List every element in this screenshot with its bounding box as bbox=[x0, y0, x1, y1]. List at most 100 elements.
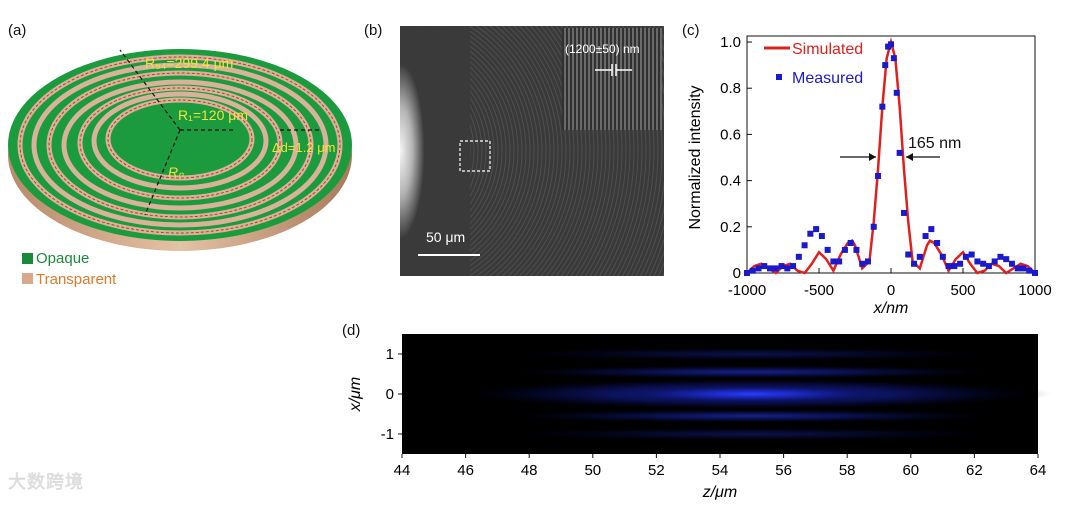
measured-point bbox=[836, 258, 843, 265]
x-tick-label: 46 bbox=[457, 462, 474, 479]
x-axis-label: x/nm bbox=[873, 300, 909, 317]
measured-point bbox=[928, 226, 935, 233]
y-tick-label: 0.6 bbox=[720, 126, 741, 143]
measured-point bbox=[853, 246, 860, 253]
measured-point bbox=[974, 258, 981, 265]
x-tick-label: 60 bbox=[902, 462, 919, 479]
x-tick-label: 1000 bbox=[1018, 282, 1051, 299]
x-tick-label: 48 bbox=[521, 462, 538, 479]
measured-point bbox=[767, 265, 774, 272]
measured-point bbox=[841, 246, 848, 253]
y-tick-label: 0 bbox=[386, 386, 394, 403]
x-tick-label: -500 bbox=[804, 282, 834, 299]
measured-point bbox=[859, 260, 866, 267]
panel-c-intensity-plot: -1000 -500 0 500 1000 0 0.2 0.4 0.6 0.8 1.0 x/nm Nor… bbox=[680, 20, 1060, 320]
measured-point bbox=[864, 258, 871, 265]
measured-point bbox=[847, 239, 854, 246]
measured-point bbox=[1032, 270, 1038, 276]
measured-point bbox=[893, 89, 900, 96]
y-tick-label: 0.4 bbox=[720, 173, 741, 190]
side-lobe bbox=[491, 409, 1012, 423]
measured-point bbox=[755, 265, 762, 272]
focal-spot-core bbox=[611, 385, 892, 403]
y-tick-label: 0.8 bbox=[720, 80, 741, 97]
measured-point bbox=[772, 265, 779, 272]
measured-point bbox=[900, 209, 907, 216]
side-lobe bbox=[491, 365, 1012, 379]
legend-opaque-label: Opaque bbox=[36, 250, 89, 267]
y-tick-label: 1 bbox=[386, 346, 394, 363]
measured-point bbox=[1008, 260, 1015, 267]
measured-point bbox=[911, 260, 918, 267]
x-tick-label: 500 bbox=[950, 282, 975, 299]
measured-point bbox=[939, 253, 946, 260]
x-tick-label: 54 bbox=[712, 462, 729, 479]
sem-micrograph: (1200±50) nm 50 μm bbox=[33, 0, 747, 508]
panel-b-label: (b) bbox=[364, 22, 383, 39]
r1-annotation: R₁=120 μm bbox=[178, 107, 248, 123]
x-tick-label: 44 bbox=[394, 462, 411, 479]
panel-c-label: (c) bbox=[682, 22, 700, 39]
rn-annotation: Rₙ bbox=[168, 164, 184, 180]
measured-point bbox=[951, 263, 958, 270]
x-tick-label: 62 bbox=[966, 462, 983, 479]
measured-point bbox=[922, 233, 929, 240]
panel-b-sem-image: (1200±50) nm 50 μm bbox=[33, 0, 747, 508]
y-tick-label: 0 bbox=[733, 265, 741, 282]
measured-point bbox=[807, 230, 814, 237]
measured-point bbox=[795, 253, 802, 260]
measured-point bbox=[1020, 265, 1027, 272]
measured-point bbox=[830, 258, 837, 265]
measured-point bbox=[1014, 265, 1021, 272]
measured-point bbox=[749, 267, 756, 274]
y-tick-label: 1.0 bbox=[720, 34, 741, 51]
legend-opaque-swatch bbox=[22, 253, 33, 264]
measured-point bbox=[801, 242, 808, 249]
legend-transparent-swatch bbox=[22, 273, 33, 284]
measured-point bbox=[1026, 267, 1033, 274]
measured-point bbox=[784, 265, 791, 272]
panel-d-label: (d) bbox=[342, 322, 361, 339]
measured-point bbox=[980, 260, 987, 267]
y-tick-label: 0.2 bbox=[720, 219, 741, 236]
x-axis-label: z/μm bbox=[702, 484, 738, 501]
measured-point bbox=[761, 263, 768, 270]
measured-point bbox=[934, 239, 941, 246]
legend-measured-label: Measured bbox=[792, 70, 863, 87]
panel-a-zone-plate: (a) bbox=[0, 0, 370, 300]
side-lobe bbox=[491, 347, 1012, 361]
y-axis-label: x/μm bbox=[347, 377, 364, 413]
measured-point bbox=[968, 251, 975, 258]
x-tick-label: 58 bbox=[839, 462, 856, 479]
measured-point bbox=[824, 246, 831, 253]
inset-period-label: (1200±50) nm bbox=[565, 42, 640, 56]
focal-spot-heatmap: 44 46 48 50 52 54 56 58 60 62 64 -1 0 1 z/μm x/μm bbox=[347, 334, 1052, 501]
panel-d-focal-heatmap: 44 46 48 50 52 54 56 58 60 62 64 -1 0 1 z/μm x/μm bbox=[330, 320, 1070, 504]
y-tick-label: -1 bbox=[381, 426, 394, 443]
measured-point bbox=[778, 263, 785, 270]
measured-point bbox=[813, 226, 820, 233]
y-axis-label: Normalized intensity bbox=[687, 85, 704, 229]
measured-point bbox=[890, 55, 897, 62]
plot-c-frame bbox=[746, 35, 1036, 274]
measured-point bbox=[870, 223, 877, 230]
x-tick-label: 52 bbox=[648, 462, 665, 479]
measured-point bbox=[997, 253, 1004, 260]
measured-point bbox=[875, 172, 882, 179]
x-tick-label: -1000 bbox=[728, 282, 766, 299]
x-tick-label: 50 bbox=[584, 462, 601, 479]
measured-point bbox=[916, 253, 923, 260]
measured-point bbox=[882, 62, 889, 69]
zoom-region-box bbox=[459, 140, 491, 172]
legend-transparent-label: Transparent bbox=[36, 271, 117, 288]
intensity-profile-chart: -1000 -500 0 500 1000 0 0.2 0.4 0.6 0.8 1.0 x/nm Nor… bbox=[687, 34, 1052, 317]
side-lobe bbox=[491, 427, 1012, 441]
measured-point bbox=[962, 253, 969, 260]
legend-simulated-label: Simulated bbox=[792, 41, 863, 58]
panel-a-label: (a) bbox=[8, 22, 27, 39]
x-tick-label: 56 bbox=[775, 462, 792, 479]
sem-inset bbox=[562, 28, 662, 130]
fwhm-label: 165 nm bbox=[908, 135, 961, 152]
measured-point bbox=[905, 251, 912, 258]
measured-point bbox=[957, 260, 964, 267]
